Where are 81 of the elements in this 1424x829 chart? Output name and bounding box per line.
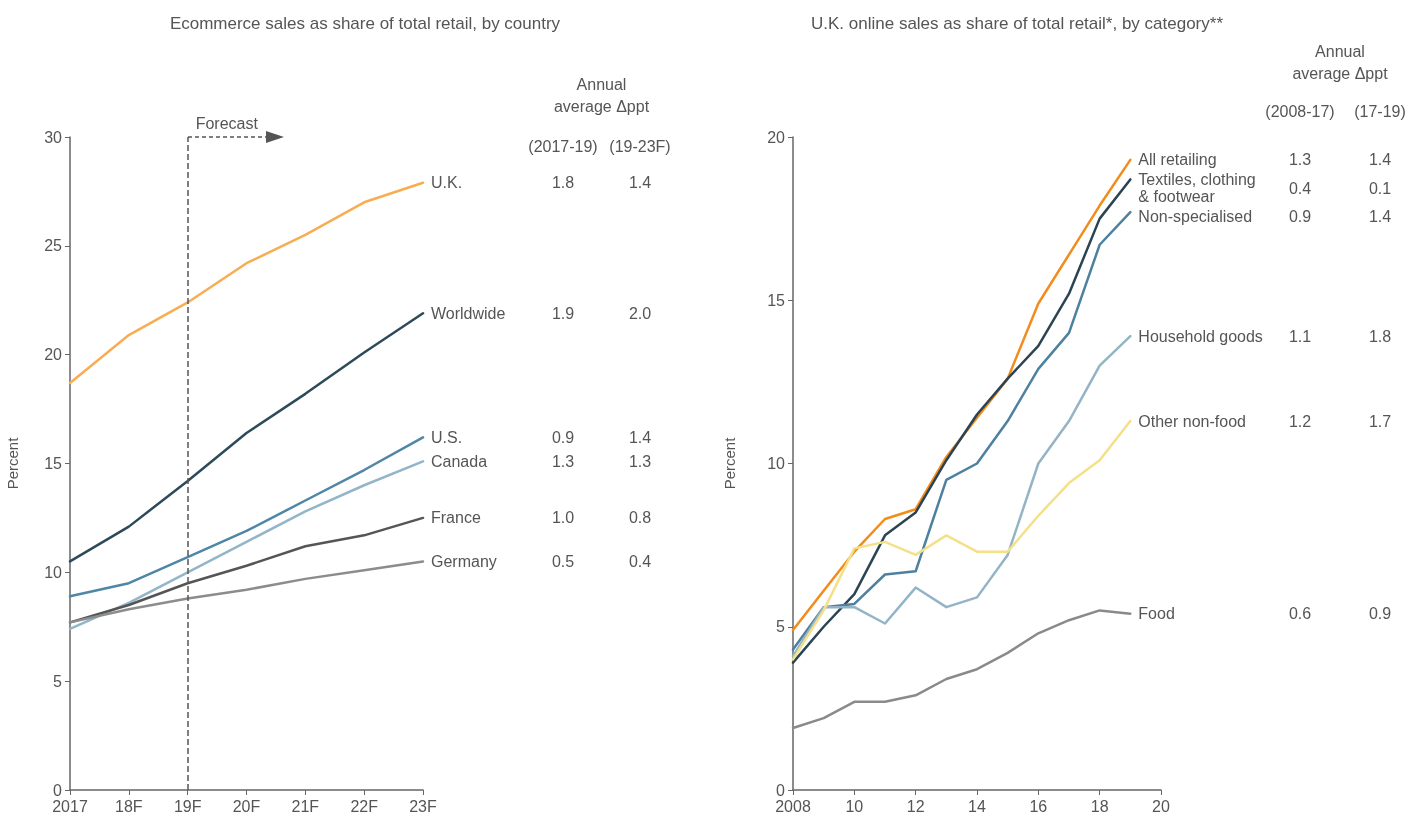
text: 0.9 [551, 428, 575, 446]
text: 1.4 [1368, 208, 1392, 226]
text: 1.9 [551, 304, 575, 322]
text: 1.4 [1368, 151, 1392, 169]
text: 1.4 [628, 174, 652, 192]
text: 0.6 [1288, 605, 1312, 623]
text: 0.4 [628, 552, 652, 570]
y-tick-label: 0 [53, 781, 63, 799]
series-label: U.K. [431, 174, 463, 192]
x-tick-label: 2017 [52, 797, 88, 815]
text: 0.5 [551, 552, 575, 570]
series-label: All retailing [1138, 151, 1217, 169]
series-label: Canada [431, 452, 488, 470]
y-tick-label: 5 [53, 672, 63, 690]
text: 0.9 [1288, 208, 1312, 226]
x-tick-label: 18F [115, 797, 143, 815]
y-tick-label: 5 [776, 618, 786, 636]
text: (17-19) [1354, 102, 1406, 120]
x-tick-label: 12 [906, 797, 925, 815]
y-tick-label: 25 [44, 237, 63, 255]
x-tick-label: 20F [232, 797, 261, 815]
text: 0.9 [1368, 605, 1392, 623]
x-tick-label: 23F [409, 797, 438, 815]
chart-title: U.K. online sales as share of total retail*, by category** [811, 14, 1224, 33]
text: 0.1 [1368, 179, 1392, 197]
text: 0.8 [628, 509, 652, 527]
series-label: France [431, 509, 481, 527]
y-tick-label: 15 [767, 291, 786, 309]
text: (2017-19) [528, 137, 598, 155]
x-tick-label: 22F [350, 797, 379, 815]
text: 0.4 [1288, 179, 1312, 197]
line-series [68, 181, 425, 385]
series-label: Household goods [1138, 327, 1263, 345]
y-tick-label: 0 [776, 781, 786, 799]
y-tick-label: 10 [767, 455, 786, 472]
text: 1.3 [551, 452, 575, 470]
y-axis-title: Percent [4, 436, 21, 490]
x-tick-label: 16 [1029, 797, 1048, 815]
series-label: Textiles, clothing & footwear [1138, 171, 1256, 206]
x-tick-label: 2008 [775, 797, 811, 815]
x-tick-label: 18 [1090, 797, 1109, 815]
line-series [68, 560, 425, 624]
text: (19-23F) [609, 137, 671, 155]
line-series [791, 609, 1132, 730]
text: Annual average Δppt [1292, 42, 1389, 82]
series-label: Germany [431, 552, 497, 570]
text: 1.3 [1288, 151, 1312, 169]
line-series [68, 312, 425, 563]
text: 1.1 [1288, 327, 1312, 345]
text: 1.8 [551, 174, 575, 192]
x-tick-label: 14 [968, 797, 986, 815]
line-series [791, 334, 1132, 658]
series-label: Non-specialised [1138, 208, 1253, 226]
series-label: Other non-food [1138, 412, 1246, 430]
line-series [68, 460, 425, 631]
text: (2008-17) [1265, 102, 1335, 120]
ref-line-label: Forecast [195, 114, 259, 132]
y-axis-title: Percent [721, 436, 738, 490]
text: 1.7 [1368, 412, 1392, 430]
text: 1.3 [628, 452, 652, 470]
y-tick-label: 20 [44, 346, 63, 364]
x-tick-label: 10 [845, 797, 864, 815]
text: 1.4 [628, 428, 652, 446]
y-tick-label: 15 [44, 455, 63, 472]
text: 1.0 [551, 509, 575, 527]
line-series [791, 419, 1132, 661]
y-tick-label: 20 [767, 128, 786, 146]
series-label: Food [1138, 605, 1175, 623]
x-tick-label: 21F [291, 797, 320, 815]
text: 2.0 [628, 304, 652, 322]
series-label: Worldwide [431, 304, 506, 322]
x-tick-label: 20 [1152, 797, 1170, 815]
y-tick-label: 30 [44, 128, 63, 146]
line-series [68, 436, 425, 598]
x-tick-label: 19F [173, 797, 202, 815]
chart-title: Ecommerce sales as share of total retail, by country [169, 14, 561, 33]
y-tick-label: 10 [44, 563, 63, 581]
text: Annual average Δppt [553, 75, 650, 115]
series-label: U.S. [431, 428, 463, 446]
text: 1.8 [1368, 327, 1392, 345]
text: 1.2 [1288, 412, 1312, 430]
